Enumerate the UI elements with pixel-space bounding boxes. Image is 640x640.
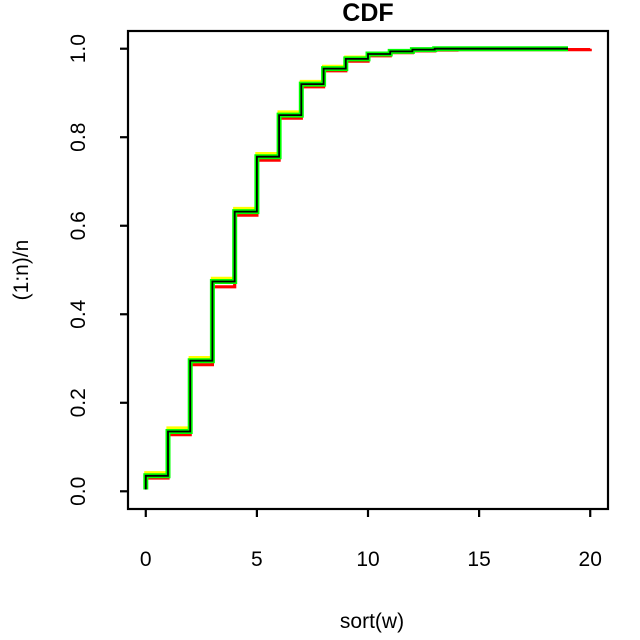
axis-ticks: 0 5 10 15 20 0.0 0.2 0.4 0.6 0.8 1.0 xyxy=(67,34,602,571)
series-curves xyxy=(143,46,592,490)
red-sample-curve xyxy=(144,48,592,490)
plot-box xyxy=(126,29,610,511)
y-tick-label: 0.8 xyxy=(67,123,90,152)
x-tick-label: 15 xyxy=(467,548,490,571)
x-tick-label: 10 xyxy=(356,548,379,571)
y-tick-label: 0.0 xyxy=(67,477,90,506)
y-tick-label: 1.0 xyxy=(67,34,90,63)
black-sample-curve xyxy=(144,47,568,490)
x-tick-label: 5 xyxy=(251,548,263,571)
y-axis-label: (1:n)/n xyxy=(10,240,33,301)
x-axis-label: sort(w) xyxy=(340,610,404,633)
x-tick-label: 20 xyxy=(579,548,602,571)
yellow-sample-curve xyxy=(144,47,568,490)
y-tick-label: 0.2 xyxy=(67,388,90,417)
y-tick-label: 0.6 xyxy=(67,211,90,240)
plot-title: CDF xyxy=(342,0,393,27)
y-tick-label: 0.4 xyxy=(67,299,90,329)
green-sample-curve xyxy=(143,46,568,490)
x-tick-label: 0 xyxy=(140,548,152,571)
